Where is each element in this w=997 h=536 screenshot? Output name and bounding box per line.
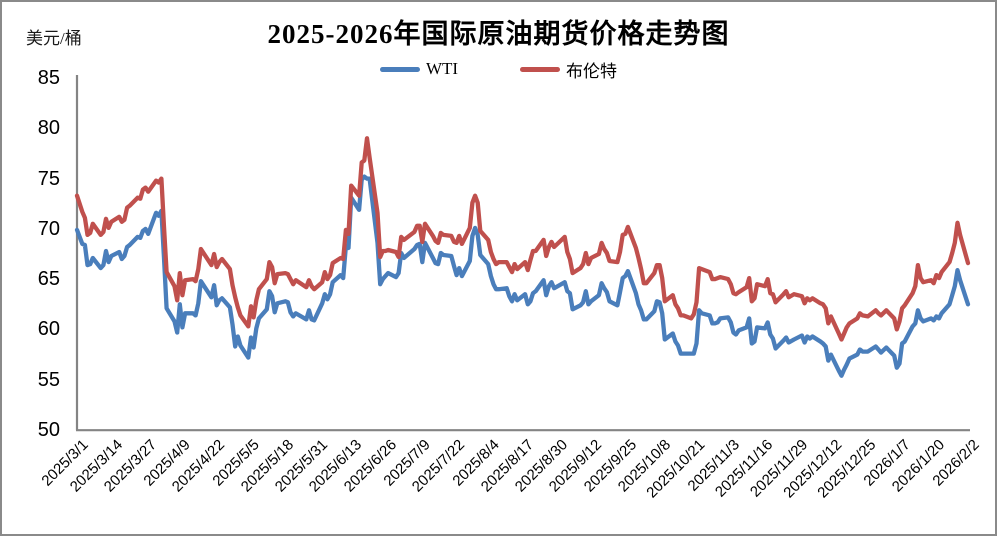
y-axis-tick-label: 80 bbox=[37, 117, 60, 140]
wti-line-swatch-icon bbox=[379, 66, 420, 72]
y-axis-tick-label: 55 bbox=[37, 368, 60, 391]
legend-item-wti: WTI bbox=[379, 59, 459, 79]
series-line-wti bbox=[74, 174, 971, 378]
y-axis-tick-label: 75 bbox=[37, 167, 60, 190]
y-axis-tick-label: 85 bbox=[37, 67, 60, 89]
y-axis-tick-label: 60 bbox=[37, 318, 60, 341]
y-axis-tick-label: 70 bbox=[37, 217, 60, 240]
chart-legend: WTI 布伦特 bbox=[2, 57, 995, 81]
y-axis-tick-label: 50 bbox=[37, 419, 60, 441]
y-axis-unit-label: 美元/桶 bbox=[26, 29, 82, 48]
brent-line-swatch-icon bbox=[520, 66, 561, 72]
legend-label-brent: 布伦特 bbox=[566, 61, 618, 81]
legend-label-wti: WTI bbox=[425, 59, 459, 78]
y-axis-tick-label: 65 bbox=[37, 268, 60, 291]
series-line-brent bbox=[74, 136, 971, 342]
legend-item-brent: 布伦特 bbox=[520, 57, 617, 82]
chart-title: 2025-2026年国际原油期货价格走势图 bbox=[267, 19, 730, 49]
